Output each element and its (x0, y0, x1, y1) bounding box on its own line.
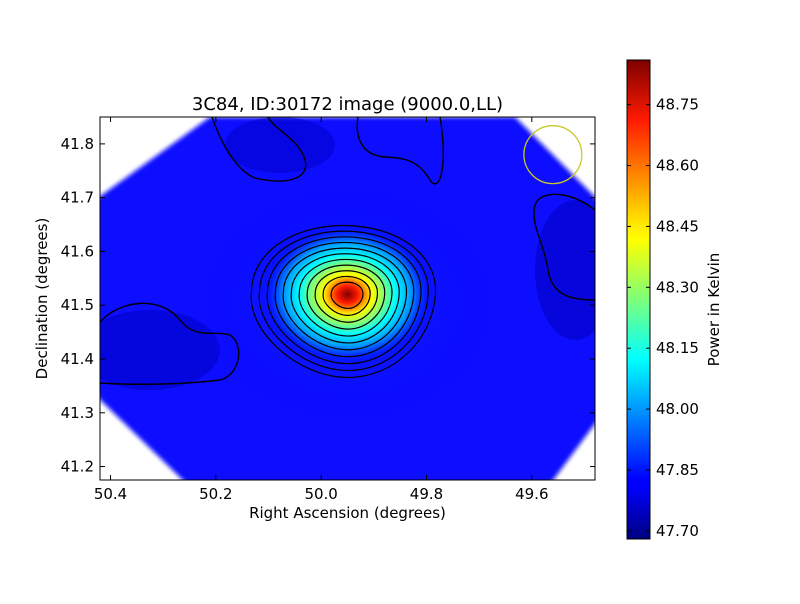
x-tick-label: 50.2 (199, 485, 232, 503)
low-region (225, 117, 335, 173)
contour-line (100, 302, 240, 385)
x-axis-label: Right Ascension (degrees) (249, 504, 446, 522)
contour-line (533, 193, 595, 301)
y-tick-label: 41.6 (61, 242, 94, 260)
colorbar-tick-label: 47.70 (656, 522, 699, 540)
plot-frame (99, 116, 596, 481)
x-axis: 50.4 50.2 50.0 49.8 49.6 (94, 117, 549, 503)
colorbar-tick-label: 47.85 (656, 461, 699, 479)
contour-lines (100, 117, 595, 385)
colorbar-tick-label: 48.45 (656, 217, 699, 235)
contour-line (211, 117, 307, 182)
heatmap-image (100, 117, 595, 480)
contour-line (250, 224, 437, 379)
y-tick-label: 41.5 (61, 296, 94, 314)
low-region (535, 200, 595, 340)
x-tick-label: 50.4 (94, 485, 127, 503)
y-axis-label: Declination (degrees) (33, 218, 51, 380)
y-tick-label: 41.2 (61, 458, 94, 476)
contour-line (266, 236, 422, 365)
colorbar-label: Power in Kelvin (705, 253, 723, 367)
contour-line (298, 258, 393, 337)
colorbar-tick-label: 48.60 (656, 157, 699, 175)
y-tick-label: 41.4 (61, 350, 94, 368)
colorbar: 47.70 47.85 48.00 48.15 48.30 48.45 48.60 48.75… (626, 59, 723, 540)
contour-line (306, 264, 386, 330)
y-tick-label: 41.3 (61, 404, 94, 422)
x-tick-label: 49.8 (410, 485, 443, 503)
contour-line (258, 230, 429, 372)
contour-line (356, 117, 444, 185)
contour-line (322, 275, 371, 316)
chart-title: 3C84, ID:30172 image (9000.0,LL) (192, 94, 503, 115)
y-tick-label: 41.8 (61, 135, 94, 153)
beam-marker (523, 125, 583, 185)
contour-line (290, 253, 400, 344)
colorbar-tick-label: 48.75 (656, 96, 699, 114)
colorbar-gradient (626, 59, 651, 540)
contour-line (330, 281, 364, 310)
colorbar-tick-label: 48.00 (656, 400, 699, 418)
colorbar-tick-label: 48.30 (656, 278, 699, 296)
low-region (100, 310, 220, 390)
colorbar-tick-label: 48.15 (656, 339, 699, 357)
x-tick-label: 50.0 (304, 485, 337, 503)
contour-line (314, 270, 379, 323)
x-tick-label: 49.6 (515, 485, 548, 503)
y-axis: 41.2 41.3 41.4 41.5 41.6 41.7 41.8 (61, 135, 595, 476)
contour-line (282, 247, 408, 351)
y-tick-label: 41.7 (61, 189, 94, 207)
contour-line (274, 241, 415, 358)
